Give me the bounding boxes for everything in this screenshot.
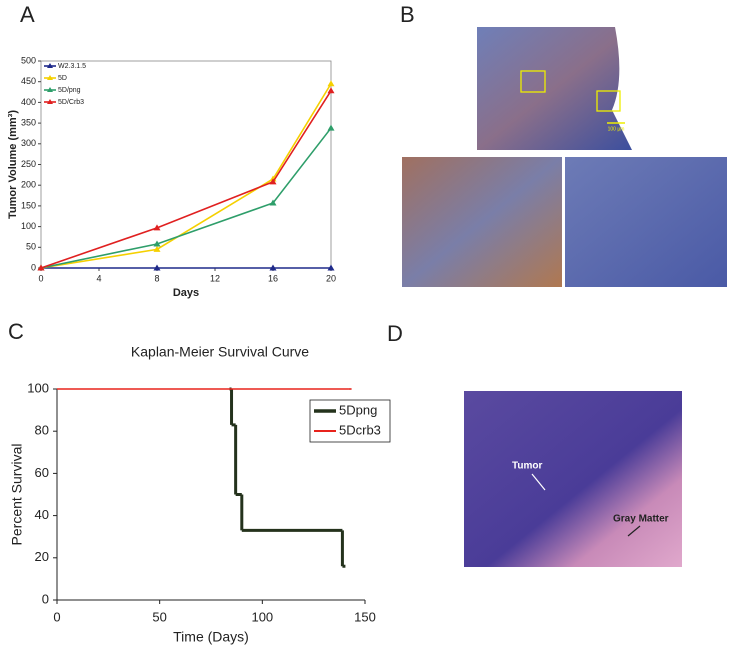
x-tick-label: 0	[38, 273, 43, 283]
chart-title: Kaplan-Meier Survival Curve	[131, 344, 309, 360]
point	[37, 264, 45, 271]
y-axis-label: Tumor Volume (mm³)	[7, 110, 19, 219]
arrow	[531, 473, 546, 491]
x-tick-label: 0	[53, 609, 60, 624]
point	[327, 264, 335, 271]
panel-label: C	[8, 319, 24, 344]
point	[269, 178, 277, 185]
legend-label: 5D/Crb3	[58, 99, 84, 106]
point	[269, 199, 277, 206]
legend-marker	[47, 75, 53, 80]
y-tick-label: 150	[21, 200, 36, 210]
panel-label: B	[400, 2, 415, 27]
y-tick-label: 100	[21, 221, 36, 231]
point	[269, 264, 277, 271]
y-tick-label: 50	[26, 242, 36, 252]
y-tick-label: 450	[21, 76, 36, 86]
image-annotation: Tumor	[512, 461, 542, 472]
legend-marker	[47, 63, 53, 68]
y-tick-label: 60	[35, 465, 49, 480]
legend-label: 5Dpng	[339, 402, 377, 417]
y-axis-label: Percent Survival	[9, 444, 25, 546]
point	[153, 240, 161, 247]
arrow	[627, 525, 641, 537]
y-tick-label: 300	[21, 138, 36, 148]
y-tick-label: 500	[21, 55, 36, 65]
y-tick-label: 200	[21, 180, 36, 190]
point	[327, 80, 335, 87]
x-tick-label: 100	[251, 609, 273, 624]
point	[153, 245, 161, 252]
x-tick-label: 4	[96, 273, 101, 283]
x-tick-label: 150	[354, 609, 376, 624]
panel-label: A	[20, 2, 35, 27]
x-tick-label: 8	[154, 273, 159, 283]
image-annotation: Gray Matter	[613, 514, 669, 525]
y-tick-label: 40	[35, 507, 49, 522]
y-tick-label: 0	[31, 262, 36, 272]
legend-label: 5D	[58, 75, 67, 82]
legend-box	[309, 399, 391, 443]
y-tick-label: 350	[21, 117, 36, 127]
x-tick-label: 50	[152, 609, 166, 624]
plot-area	[40, 60, 332, 269]
legend-label: 5Dcrb3	[339, 422, 381, 437]
series-line	[40, 83, 332, 269]
histology-image	[565, 157, 727, 287]
legend-marker	[47, 87, 53, 92]
point	[153, 224, 161, 231]
x-tick-label: 16	[268, 273, 278, 283]
zoom-box	[596, 90, 621, 112]
legend-label: 5D/png	[58, 87, 81, 94]
y-tick-label: 80	[35, 423, 49, 438]
legend-label: W2.3.1.5	[58, 63, 86, 70]
point	[153, 264, 161, 271]
y-tick-label: 400	[21, 97, 36, 107]
point	[327, 87, 335, 94]
legend-marker	[47, 99, 53, 104]
series-line	[40, 127, 332, 269]
series-line	[40, 90, 332, 269]
panel-label: D	[387, 321, 403, 346]
y-tick-label: 250	[21, 159, 36, 169]
histology-image	[402, 157, 562, 287]
histology-image	[477, 27, 632, 150]
point	[327, 124, 335, 131]
scale-bar-label: 100 µm	[608, 126, 625, 132]
x-tick-label: 12	[210, 273, 220, 283]
histology-image	[464, 391, 682, 567]
y-tick-label: 0	[42, 591, 49, 606]
zoom-box	[520, 70, 546, 93]
y-tick-label: 20	[35, 549, 49, 564]
y-tick-label: 100	[27, 380, 49, 395]
x-axis-label: Time (Days)	[173, 629, 249, 645]
x-tick-label: 20	[326, 273, 336, 283]
x-axis-label: Days	[173, 287, 199, 299]
